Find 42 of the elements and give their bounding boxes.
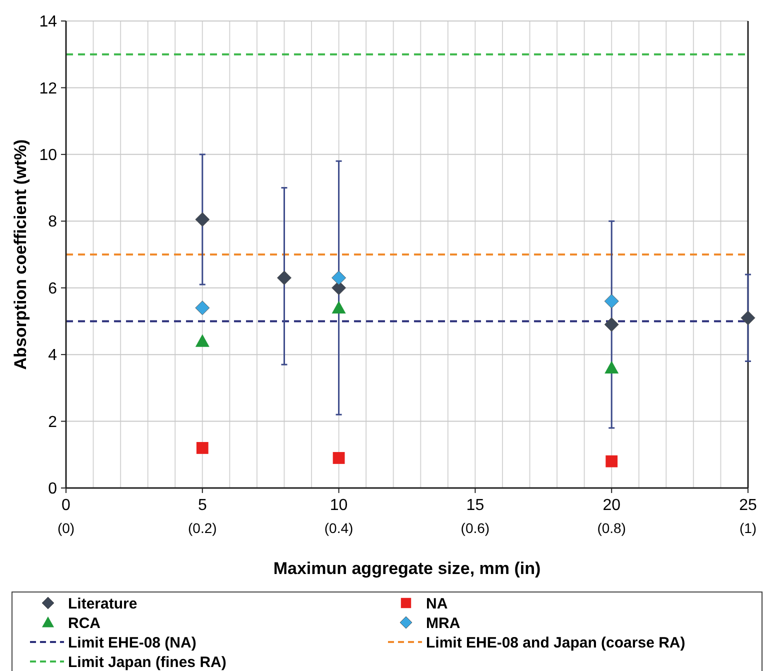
y-tick-label: 14 xyxy=(39,14,58,31)
x-tick-label: 20 xyxy=(602,497,621,514)
x-tick-label: 5 xyxy=(198,497,207,514)
x2-tick-label: (0) xyxy=(57,520,75,536)
y-tick-label: 2 xyxy=(48,414,58,431)
legend-label: NA xyxy=(426,595,448,612)
y-tick-label: 4 xyxy=(48,347,58,364)
x-axis-title: Maximun aggregate size, mm (in) xyxy=(273,559,541,578)
legend-label: RCA xyxy=(68,614,101,632)
x-tick-label: 10 xyxy=(330,497,348,514)
point xyxy=(604,294,619,308)
y-tick-label: 8 xyxy=(48,214,58,231)
point xyxy=(332,300,346,314)
y-axis-title: Absorption coefficient (wt%) xyxy=(11,139,30,370)
x-tick-label: 0 xyxy=(62,497,71,514)
legend-label: Limit Japan (fines RA) xyxy=(68,654,226,671)
x2-tick-label: (0.4) xyxy=(324,520,354,536)
legend-label: Literature xyxy=(68,595,138,612)
x-tick-label: 25 xyxy=(739,497,757,514)
point xyxy=(196,442,208,454)
point xyxy=(332,270,346,286)
point xyxy=(604,317,619,332)
point xyxy=(195,334,210,347)
point xyxy=(195,212,210,227)
point xyxy=(195,300,210,316)
x2-tick-label: (0.8) xyxy=(597,520,626,536)
point xyxy=(606,455,618,468)
y-tick-label: 0 xyxy=(48,480,58,498)
point xyxy=(332,452,345,464)
point xyxy=(740,310,756,326)
legend-label: Limit EHE-08 (NA) xyxy=(68,634,196,652)
x2-tick-label: (0.2) xyxy=(188,520,217,536)
x2-tick-label: (0.6) xyxy=(460,520,490,536)
x-tick-label: 15 xyxy=(466,497,484,514)
y-tick-label: 12 xyxy=(39,80,58,98)
legend-label: Limit EHE-08 and Japan (coarse RA) xyxy=(426,634,686,652)
point xyxy=(604,360,619,374)
x2-tick-label: (1) xyxy=(739,520,757,536)
y-tick-label: 6 xyxy=(48,280,58,298)
point xyxy=(276,270,292,286)
legend-label: MRA xyxy=(426,614,460,632)
y-tick-label: 10 xyxy=(39,147,58,164)
